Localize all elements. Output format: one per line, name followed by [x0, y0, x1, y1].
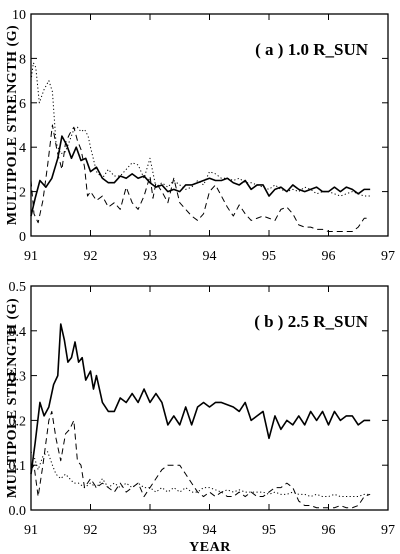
panel-a-y-tick-label: 6	[19, 97, 26, 112]
panel-b-x-tick-label: 96	[322, 523, 336, 538]
panel-b-title: ( b ) 2.5 R_SUN	[254, 312, 369, 331]
panel-a-y-tick-label: 10	[12, 8, 26, 23]
panel-b-y-tick-label: 0.5	[9, 280, 27, 295]
panel-b-y-tick-label: 0.3	[9, 370, 27, 385]
panel-b-ticks: 91 92 93 94 95 96 97 0.0 0.1 0.2 0.3 0.4 0.5	[9, 280, 396, 538]
panel-b-strength-2-5-rsun: 91 92 93 94 95 96 97 0.0 0.1 0.2 0.3 0.4 0.5 ( b ) 2…	[5, 280, 395, 554]
panel-b-x-tick-label: 91	[24, 523, 38, 538]
panel-a-title: ( a ) 1.0 R_SUN	[255, 40, 369, 59]
panel-a-y-tick-label: 4	[19, 141, 26, 156]
panel-b-y-tick-label: 0.4	[9, 325, 27, 340]
panel-b-x-tick-label: 97	[381, 523, 395, 538]
panel-b-y-tick-label: 0.0	[9, 504, 27, 519]
panel-b-y-tick-label: 0.2	[9, 414, 27, 429]
panel-b-series	[30, 323, 371, 509]
panel-b-series-dotted-line	[30, 451, 371, 498]
panel-a-ticks: 91 92 93 94 95 96 97 0 2 4 6 8 10	[12, 8, 395, 264]
panel-b-series-solid-line	[30, 323, 371, 475]
panel-a-y-tick-label: 0	[19, 230, 26, 245]
panel-a-y-axis-label: MULTIPOLE STRENGTH (G)	[5, 25, 20, 225]
panel-a-series	[30, 62, 371, 233]
panel-a-x-tick-label: 96	[322, 249, 336, 264]
panel-a-series-dotted-line	[30, 62, 371, 197]
panel-b-series-dashed-line	[30, 410, 371, 509]
panel-b-y-axis-label: MULTIPOLE STRENGTH (G)	[5, 298, 20, 498]
panel-a-x-tick-label: 92	[84, 249, 98, 264]
panel-b-x-tick-label: 92	[84, 523, 98, 538]
panel-b-x-tick-label: 95	[262, 523, 276, 538]
panel-a-x-tick-label: 95	[262, 249, 276, 264]
panel-a-y-tick-label: 2	[19, 186, 26, 201]
panel-b-x-tick-label: 94	[203, 523, 217, 538]
panel-b-x-tick-label: 93	[143, 523, 157, 538]
panel-b-x-axis-label: YEAR	[189, 540, 231, 554]
panel-a-x-tick-label: 94	[203, 249, 217, 264]
panel-b-y-tick-label: 0.1	[9, 459, 27, 474]
panel-a-series-solid-line	[30, 135, 371, 217]
panel-a-series-dashed-line	[30, 124, 371, 233]
panel-a-x-tick-label: 93	[143, 249, 157, 264]
panel-a-y-tick-label: 8	[19, 52, 26, 67]
panel-a-x-tick-label: 91	[24, 249, 38, 264]
panel-a-strength-1-0-rsun: 91 92 93 94 95 96 97 0 2 4 6 8 10 ( a ) 1.0 R_SUN MU…	[5, 8, 395, 264]
panel-a-x-tick-label: 97	[381, 249, 395, 264]
